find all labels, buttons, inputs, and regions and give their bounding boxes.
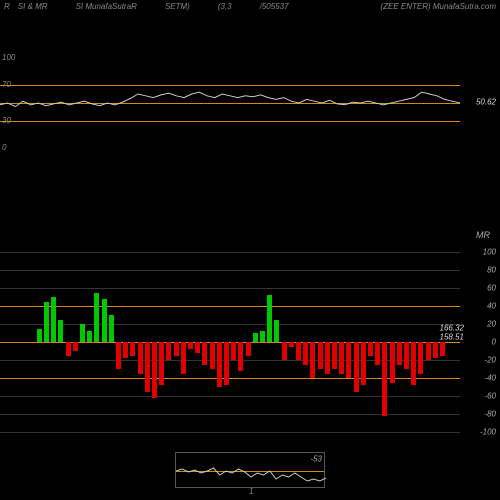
mr-label: MR <box>476 230 490 240</box>
mr-bar <box>411 342 416 385</box>
mr-bar <box>253 333 258 342</box>
mr-bar <box>210 342 215 369</box>
mr-bar <box>318 342 323 369</box>
mr-bar <box>397 342 402 365</box>
axis-label-right: 100 <box>483 248 496 257</box>
mr-bar <box>382 342 387 416</box>
mini-axis-label: 1 <box>249 487 253 496</box>
mr-bar <box>109 315 114 342</box>
mr-bar <box>404 342 409 369</box>
rsi-chart-panel: 0307010050.62 <box>0 58 500 148</box>
header-setm: SETM) <box>165 2 190 11</box>
axis-label-right: -80 <box>484 410 496 419</box>
mr-bar <box>375 342 380 365</box>
axis-label-right: 20 <box>487 320 496 329</box>
mr-bar <box>361 342 366 385</box>
axis-label-right: 80 <box>487 266 496 275</box>
mr-bar <box>145 342 150 392</box>
mr-bar <box>123 342 128 358</box>
mr-bar <box>339 342 344 374</box>
header-code: /505537 <box>260 2 289 11</box>
mr-bar <box>58 320 63 343</box>
mr-bar <box>130 342 135 356</box>
mr-bar <box>87 331 92 342</box>
mr-bar <box>80 324 85 342</box>
header-ticker: (ZEE ENTER) MunafaSutra.com <box>380 2 496 11</box>
mr-bar <box>274 320 279 343</box>
mini-chart-panel: -531 <box>175 452 325 488</box>
axis-label-right: -100 <box>480 428 496 437</box>
mr-bar <box>267 295 272 342</box>
mr-bar <box>102 299 107 342</box>
header-nums: (3,3 <box>218 2 232 11</box>
overlay-value: 158.51 <box>440 333 464 342</box>
mr-bar <box>66 342 71 356</box>
mr-bar <box>73 342 78 351</box>
mr-bar <box>116 342 121 369</box>
mr-bar-chart-panel: -100-80-60-40-20020406080100166.32158.51 <box>0 252 500 432</box>
mr-bar <box>282 342 287 360</box>
mr-bar <box>246 342 251 356</box>
mr-bar <box>195 342 200 353</box>
axis-label-right: -60 <box>484 392 496 401</box>
gridline <box>0 414 460 415</box>
mr-bar <box>217 342 222 387</box>
gridline <box>0 270 460 271</box>
gridline <box>0 252 460 253</box>
mr-bar <box>426 342 431 360</box>
rsi-line <box>0 58 460 148</box>
mr-bar <box>159 342 164 385</box>
mr-bar <box>433 342 438 358</box>
mr-bar <box>260 331 265 342</box>
mr-bar <box>296 342 301 360</box>
mr-bar <box>94 293 99 343</box>
mr-bar <box>51 297 56 342</box>
mr-bar <box>325 342 330 374</box>
axis-label-right: -20 <box>484 356 496 365</box>
mr-bar <box>238 342 243 371</box>
mr-bar <box>231 342 236 360</box>
mr-bar <box>418 342 423 374</box>
mr-bar <box>202 342 207 365</box>
mr-bar <box>310 342 315 378</box>
mr-bar <box>303 342 308 365</box>
gridline <box>0 306 460 307</box>
mr-bar <box>332 342 337 369</box>
mr-bar <box>44 302 49 343</box>
mr-bar <box>346 342 351 378</box>
gridline <box>0 324 460 325</box>
mr-bar <box>181 342 186 374</box>
chart-header: R SI & MR SI MunafaSutraR SETM) (3,3 /50… <box>0 0 500 13</box>
header-si-ms: SI MunafaSutraR <box>76 2 137 11</box>
mr-bar <box>188 342 193 349</box>
gridline <box>0 432 460 433</box>
mr-bar <box>174 342 179 356</box>
mr-bar <box>440 342 445 356</box>
mr-bar <box>166 342 171 360</box>
axis-label-right: -40 <box>484 374 496 383</box>
gridline <box>0 288 460 289</box>
overlay-value: 166.32 <box>440 324 464 333</box>
rsi-current-value: 50.62 <box>476 98 496 107</box>
mr-bar <box>368 342 373 356</box>
mr-bar <box>354 342 359 392</box>
mr-bar <box>390 342 395 383</box>
mini-line <box>176 453 326 489</box>
mr-bar <box>37 329 42 343</box>
mr-bar <box>224 342 229 385</box>
header-si-mr: SI & MR <box>18 2 48 11</box>
axis-label-right: 40 <box>487 302 496 311</box>
axis-label-right: 0 <box>492 338 496 347</box>
header-r: R <box>4 2 10 11</box>
mr-bar <box>138 342 143 374</box>
axis-label-right: 60 <box>487 284 496 293</box>
mr-bar <box>152 342 157 398</box>
mini-value: -53 <box>310 455 322 464</box>
mr-bar <box>289 342 294 347</box>
gridline <box>0 396 460 397</box>
